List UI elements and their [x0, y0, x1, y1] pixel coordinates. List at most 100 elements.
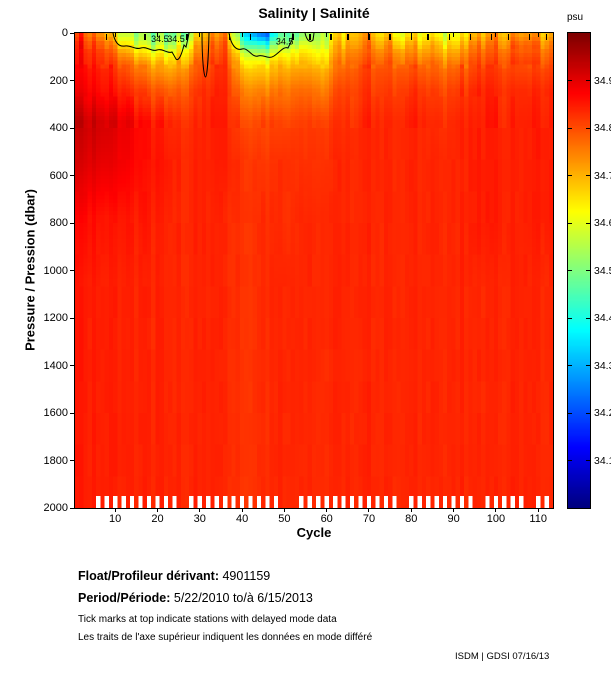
- y-axis-tick: [70, 460, 75, 461]
- y-tick-label: 0: [61, 27, 68, 39]
- y-axis-tick: [70, 412, 75, 414]
- x-axis-top-tick: [156, 33, 158, 37]
- colorbar-tick-left: [568, 80, 572, 81]
- delayed-mode-tick: [368, 34, 370, 40]
- colorbar-tick-right: [586, 317, 590, 319]
- x-tick-label: 60: [320, 513, 333, 525]
- x-tick-label: 70: [362, 513, 376, 525]
- x-axis-top-tick: [199, 33, 201, 37]
- delayed-mode-tick: [490, 34, 493, 40]
- colorbar-tick-label: 34.3: [594, 359, 611, 372]
- x-axis-tick: [410, 508, 412, 512]
- x-axis-top-tick: [114, 33, 116, 37]
- colorbar-tick-label: 34.5: [594, 264, 611, 277]
- x-axis-top-tick: [495, 33, 497, 37]
- delayed-mode-tick: [144, 34, 146, 40]
- x-axis-tick: [326, 508, 328, 512]
- delayed-mode-tick: [249, 34, 252, 40]
- x-axis-top-tick: [326, 33, 328, 37]
- y-tick-label: 2000: [43, 502, 68, 514]
- delayed-mode-tick: [448, 34, 451, 40]
- contour-overlay: 34.534.5 34.5: [112, 33, 315, 78]
- chart-title: Salinity | Salinité: [258, 5, 370, 21]
- salinity-contour-path: [112, 33, 190, 61]
- x-axis-tick: [199, 508, 201, 512]
- colorbar: [567, 32, 591, 509]
- float-label: Float/Profileur dérivant:: [78, 569, 219, 583]
- colorbar-tick-label: 34.6: [594, 217, 611, 229]
- colorbar-tick-left: [568, 270, 572, 271]
- colorbar-tick-left: [568, 175, 572, 176]
- period-line: Period/Période: 5/22/2010 to/à 6/15/2013: [78, 591, 313, 605]
- colorbar-tick-left: [568, 127, 572, 129]
- y-axis-tick: [70, 127, 75, 129]
- credit-stamp: ISDM | GDSI 07/16/13: [455, 651, 550, 662]
- delayed-mode-tick: [528, 34, 531, 40]
- y-axis-tick: [70, 270, 75, 271]
- colorbar-tick-right: [586, 412, 590, 414]
- x-axis-label: Cycle: [296, 525, 332, 540]
- float-id-line: Float/Profileur dérivant: 4901159: [78, 569, 270, 583]
- x-tick-label: 10: [109, 513, 122, 525]
- colorbar-tick-left: [568, 460, 572, 461]
- x-tick-label: 80: [405, 513, 418, 525]
- x-axis-tick: [283, 508, 285, 512]
- x-axis-tick: [114, 508, 116, 512]
- x-tick-label: 20: [151, 513, 164, 525]
- y-axis-tick: [70, 317, 75, 319]
- x-axis-tick: [537, 508, 539, 512]
- colorbar-tick-label: 34.2: [594, 407, 611, 419]
- y-axis-tick: [70, 365, 75, 366]
- colorbar-tick-left: [568, 412, 572, 414]
- y-axis-tick: [70, 32, 75, 34]
- period-label: Period/Période:: [78, 591, 171, 605]
- colorbar-tick-label: 34.9: [594, 74, 611, 87]
- y-tick-label: 1400: [43, 359, 68, 372]
- colorbar-tick-right: [586, 175, 590, 176]
- colorbar-tick-left: [568, 317, 572, 319]
- colorbar-tick-right: [586, 222, 590, 224]
- colorbar-tick-right: [586, 80, 590, 81]
- colorbar-unit-label: psu: [567, 12, 584, 23]
- colorbar-tick-label: 34.8: [594, 122, 611, 134]
- x-tick-label: 110: [529, 513, 547, 525]
- delayed-mode-tick: [347, 34, 349, 40]
- x-axis-top-tick: [283, 33, 285, 37]
- delayed-mode-tick: [309, 34, 311, 40]
- delayed-mode-tick: [292, 34, 294, 40]
- colorbar-tick-left: [568, 365, 572, 366]
- note-english: Tick marks at top indicate stations with…: [78, 614, 337, 625]
- float-value: 4901159: [222, 569, 271, 583]
- delayed-mode-tick: [427, 34, 429, 40]
- x-axis-tick: [453, 508, 455, 512]
- delayed-mode-tick: [330, 34, 332, 40]
- x-axis-tick: [368, 508, 370, 512]
- colorbar-tick-right: [586, 460, 590, 461]
- colorbar-gradient: [568, 33, 590, 508]
- delayed-mode-tick: [105, 34, 108, 40]
- salinity-contour-path: [201, 33, 210, 78]
- salinity-contour-path: [228, 33, 294, 58]
- x-tick-label: 100: [486, 513, 506, 525]
- y-tick-label: 200: [49, 74, 68, 87]
- x-tick-label: 40: [235, 513, 249, 525]
- colorbar-tick-right: [586, 270, 590, 271]
- period-value: 5/22/2010 to/à 6/15/2013: [173, 591, 313, 605]
- x-axis-top-tick: [241, 33, 243, 37]
- delayed-mode-tick: [186, 34, 188, 40]
- colorbar-tick-label: 34.1: [594, 454, 611, 467]
- x-tick-label: 90: [447, 513, 460, 525]
- y-axis-tick: [70, 222, 75, 224]
- delayed-mode-tick: [410, 34, 413, 40]
- colorbar-tick-right: [586, 365, 590, 366]
- salinity-contour-path: [304, 33, 315, 42]
- heatmap-plot-area: 34.5 34.5 34.5: [74, 32, 554, 509]
- y-tick-label: 1200: [43, 312, 68, 324]
- colorbar-tick-label: 34.4: [594, 312, 611, 324]
- contour-level-label: 34.5: [276, 36, 294, 46]
- x-axis-top-tick: [453, 33, 455, 37]
- y-tick-label: 1600: [43, 407, 68, 419]
- contour-level-label: 34.5: [167, 34, 185, 44]
- y-tick-label: 1800: [43, 454, 68, 467]
